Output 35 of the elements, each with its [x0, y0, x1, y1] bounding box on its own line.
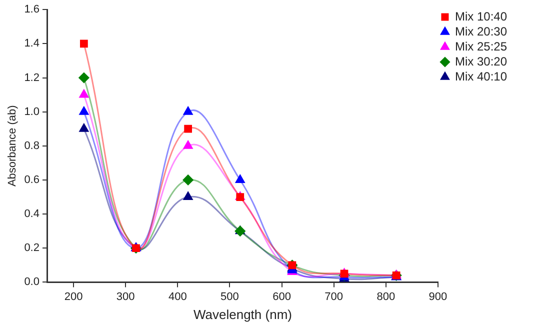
y-tick-label: 1.2 — [24, 72, 40, 84]
x-axis-title: Wavelength (nm) — [193, 306, 292, 322]
x-tick-label: 600 — [272, 290, 291, 303]
y-tick-label: 1.6 — [24, 4, 40, 16]
legend-label: Mix 25:25 — [454, 39, 508, 54]
point — [79, 106, 89, 115]
y-axis-title: Absorbance (ab) — [6, 105, 19, 187]
point — [184, 124, 192, 133]
legend-label: Mix 30:20 — [454, 54, 508, 68]
point — [183, 106, 193, 115]
point — [183, 140, 193, 149]
legend-label: Mix 40:10 — [454, 69, 508, 84]
point — [183, 192, 193, 200]
point — [79, 90, 89, 98]
x-tick-label: 500 — [220, 290, 239, 303]
y-tick-label: 1.4 — [24, 38, 40, 50]
point — [80, 40, 88, 48]
point — [182, 174, 194, 186]
point — [79, 124, 89, 132]
point — [235, 174, 245, 183]
legend-label: Mix 10:40 — [454, 9, 508, 24]
y-tick-label: 0.8 — [24, 140, 40, 152]
y-tick-label: 0.2 — [24, 242, 40, 254]
x-tick-label: 800 — [376, 290, 396, 303]
y-tick-label: 0.6 — [24, 174, 40, 186]
y-tick-label: 0.0 — [24, 276, 40, 288]
x-tick-label: 900 — [428, 290, 448, 303]
x-tick-label: 200 — [64, 290, 83, 303]
y-tick-label: 1.0 — [24, 106, 40, 118]
x-tick-label: 400 — [168, 290, 187, 303]
legend-label: Mix 20:30 — [454, 24, 508, 38]
y-tick-label: 0.4 — [24, 208, 40, 220]
x-tick-label: 300 — [116, 290, 135, 303]
point — [78, 72, 90, 83]
x-tick-label: 700 — [324, 290, 344, 303]
